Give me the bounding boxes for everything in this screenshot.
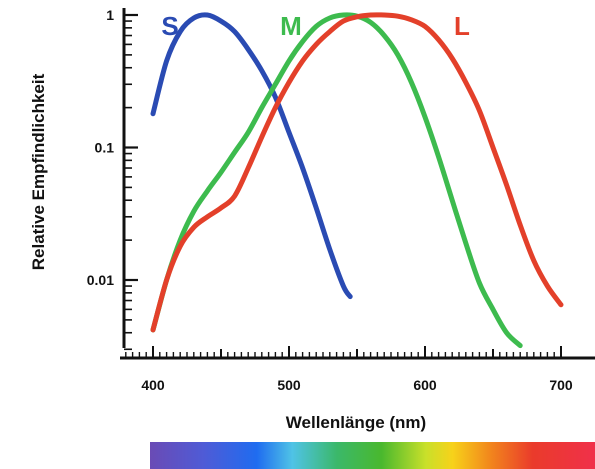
series-line-m	[150, 12, 523, 349]
series-label-m: M	[280, 11, 302, 41]
x-axis-title: Wellenlänge (nm)	[286, 413, 426, 432]
series-line-l	[150, 12, 564, 333]
y-tick-label: 0.1	[95, 140, 115, 156]
series-label-s: S	[161, 11, 178, 41]
x-tick-label: 500	[277, 377, 301, 393]
x-tick-label: 700	[549, 377, 573, 393]
x-axis-ticks: 400 500 600 700	[125, 346, 573, 393]
series-lines	[150, 12, 564, 349]
series-label-l: L	[454, 11, 470, 41]
x-tick-label: 400	[141, 377, 165, 393]
x-tick-label: 600	[413, 377, 437, 393]
y-axis-ticks: 0.01 0.1 1	[87, 7, 138, 351]
spectrum-bar	[150, 442, 595, 469]
y-tick-label: 1	[106, 7, 114, 23]
y-tick-label: 0.01	[87, 272, 114, 288]
y-axis-title: Relative Empfindlichkeit	[29, 73, 48, 270]
x-axis: 400 500 600 700	[120, 346, 595, 393]
y-axis: 0.01 0.1 1	[87, 7, 138, 351]
series-line-s	[150, 12, 353, 300]
